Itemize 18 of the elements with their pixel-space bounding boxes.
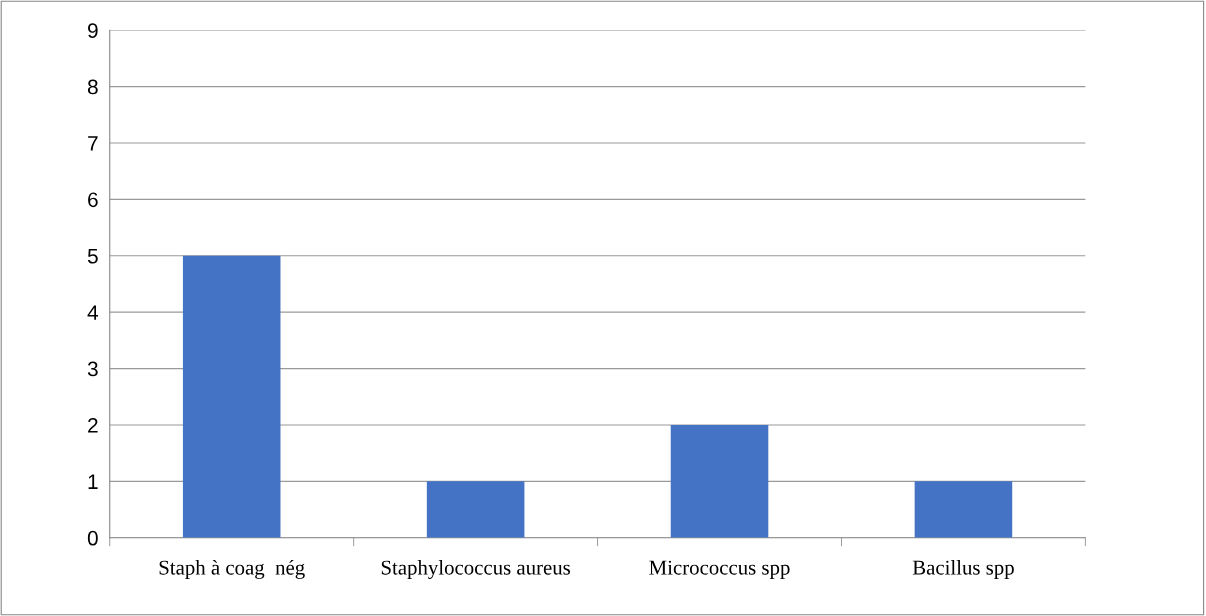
x-tick-label: Staphylococcus aureus: [381, 559, 571, 579]
bar: [182, 255, 281, 538]
y-tick-label: 0: [87, 530, 98, 546]
y-tick-label: 9: [88, 23, 98, 38]
y-tick-label: 7: [88, 136, 98, 151]
x-tick-label: Bacillus spp: [912, 559, 1014, 579]
x-tick-label: Staph à coag nég: [159, 559, 305, 579]
y-tick-label: 2: [88, 417, 98, 433]
y-tick-label: 4: [87, 305, 99, 320]
y-tick-label: 8: [87, 79, 98, 95]
y-tick-label: 1: [88, 474, 98, 489]
y-tick-label: 5: [87, 248, 98, 264]
y-tick-label: 6: [88, 192, 98, 208]
y-tick-label: 3: [87, 361, 98, 377]
x-tick-label: Micrococcus spp: [649, 560, 790, 579]
bar: [914, 481, 1013, 538]
bar: [670, 424, 769, 538]
bar: [426, 481, 525, 538]
